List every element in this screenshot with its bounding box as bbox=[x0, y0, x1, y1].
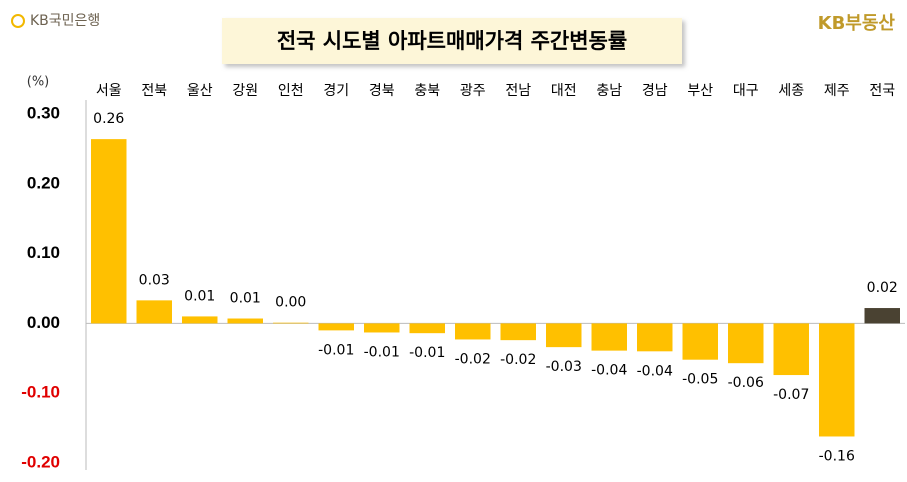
value-label: -0.04 bbox=[591, 363, 627, 379]
bar bbox=[455, 323, 491, 340]
x-tick-label: 인천 bbox=[278, 83, 304, 99]
value-label: -0.06 bbox=[728, 375, 764, 391]
unit-label: (%) bbox=[27, 75, 50, 90]
bar bbox=[682, 323, 718, 360]
value-label: -0.05 bbox=[682, 372, 718, 388]
x-tick-label: 경북 bbox=[369, 83, 395, 99]
x-tick-label: 제주 bbox=[824, 83, 850, 99]
bar bbox=[409, 323, 445, 334]
value-label: -0.02 bbox=[455, 351, 491, 367]
bar bbox=[273, 322, 309, 324]
x-tick-label: 서울 bbox=[96, 83, 122, 99]
value-label: -0.16 bbox=[819, 448, 855, 464]
x-tick-label: 광주 bbox=[460, 83, 486, 99]
x-tick-label: 부산 bbox=[687, 83, 713, 99]
y-tick-label: -0.20 bbox=[21, 452, 60, 471]
value-label: -0.04 bbox=[637, 363, 673, 379]
bar bbox=[227, 318, 263, 324]
value-label: 0.02 bbox=[867, 280, 898, 296]
y-tick-label: -0.10 bbox=[21, 383, 60, 402]
x-tick-label: 전국 bbox=[869, 83, 895, 99]
bar bbox=[637, 323, 673, 352]
logo-left: KB국민은행 bbox=[30, 13, 100, 29]
bar bbox=[773, 323, 809, 376]
logo-right: KB부동산 bbox=[818, 13, 896, 34]
value-label: -0.01 bbox=[318, 342, 354, 358]
bar bbox=[864, 308, 900, 324]
bar bbox=[819, 323, 855, 437]
bar bbox=[728, 323, 764, 364]
bar bbox=[182, 316, 218, 324]
x-tick-label: 충북 bbox=[414, 83, 440, 99]
value-label: 0.00 bbox=[275, 295, 306, 311]
value-label: 0.03 bbox=[139, 272, 170, 288]
value-label: 0.01 bbox=[230, 291, 261, 307]
bar bbox=[318, 323, 354, 331]
bar bbox=[546, 323, 582, 348]
y-tick-label: 0.00 bbox=[27, 313, 60, 332]
bar bbox=[364, 323, 400, 333]
x-tick-label: 전남 bbox=[505, 83, 531, 99]
chart-title: 전국 시도별 아파트매매가격 주간변동률 bbox=[277, 29, 627, 53]
value-label: -0.01 bbox=[364, 344, 400, 360]
bar bbox=[500, 323, 536, 341]
x-tick-label: 경기 bbox=[323, 83, 349, 99]
value-label: 0.01 bbox=[184, 288, 215, 304]
x-tick-label: 대전 bbox=[551, 83, 577, 99]
bar bbox=[91, 139, 127, 324]
title-box bbox=[222, 18, 682, 64]
x-tick-label: 울산 bbox=[187, 83, 213, 99]
y-tick-label: 0.20 bbox=[27, 173, 60, 192]
x-tick-label: 충남 bbox=[596, 83, 622, 99]
bar bbox=[591, 323, 627, 351]
x-tick-label: 강원 bbox=[232, 83, 258, 99]
value-label: -0.03 bbox=[546, 359, 582, 375]
value-label: -0.01 bbox=[409, 345, 445, 361]
value-label: -0.07 bbox=[773, 387, 809, 403]
logo-icon bbox=[11, 14, 25, 28]
value-label: 0.26 bbox=[93, 111, 124, 127]
y-tick-label: 0.10 bbox=[27, 243, 60, 262]
x-tick-label: 대구 bbox=[733, 83, 759, 99]
value-label: -0.02 bbox=[500, 352, 536, 368]
x-tick-label: 세종 bbox=[778, 83, 804, 99]
y-tick-label: 0.30 bbox=[27, 103, 60, 122]
x-tick-label: 전북 bbox=[141, 83, 167, 99]
x-tick-label: 경남 bbox=[642, 83, 668, 99]
bar bbox=[136, 300, 172, 324]
